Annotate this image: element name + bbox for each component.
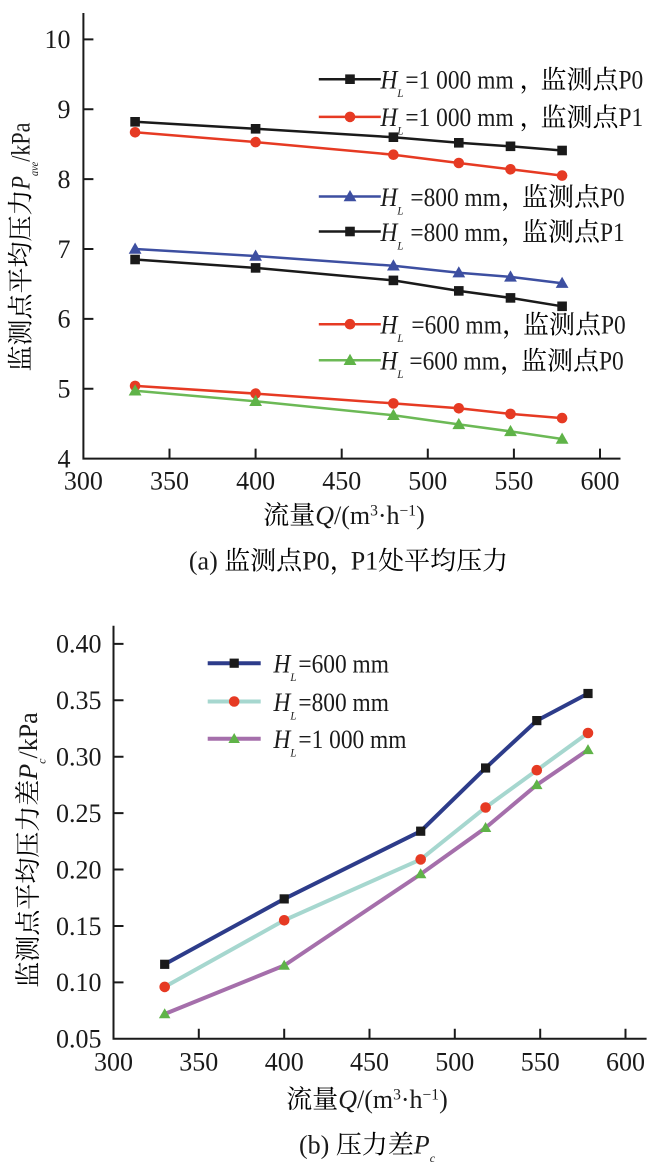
svg-text:P: P <box>8 176 36 191</box>
svg-text:450: 450 <box>350 1048 389 1077</box>
svg-text:H: H <box>273 726 292 754</box>
svg-text:8: 8 <box>58 165 71 194</box>
svg-text:H: H <box>380 219 399 247</box>
svg-text:10: 10 <box>45 25 71 54</box>
svg-text:350: 350 <box>150 467 189 496</box>
svg-text:H: H <box>380 104 399 132</box>
svg-text:L: L <box>289 747 296 760</box>
svg-text:L: L <box>289 672 296 685</box>
svg-text:H: H <box>273 650 292 678</box>
svg-text:500: 500 <box>408 467 447 496</box>
svg-text:600: 600 <box>606 1048 645 1077</box>
svg-text:·h: ·h <box>378 501 400 530</box>
svg-text:0.15: 0.15 <box>56 912 102 941</box>
svg-text:/(m: /(m <box>357 1085 393 1114</box>
svg-text:=800 mm: =800 mm <box>298 689 388 717</box>
svg-text:P0: P0 <box>302 547 329 576</box>
svg-text:450: 450 <box>322 467 361 496</box>
svg-text:550: 550 <box>494 467 533 496</box>
svg-text:3: 3 <box>393 1087 401 1104</box>
svg-text:0.05: 0.05 <box>56 1025 102 1054</box>
svg-text:0.10: 0.10 <box>56 968 102 997</box>
svg-text:350: 350 <box>179 1048 218 1077</box>
svg-text:ave: ave <box>28 162 41 176</box>
svg-text:500: 500 <box>435 1048 474 1077</box>
svg-text:L: L <box>396 205 403 218</box>
svg-text:L: L <box>396 369 403 382</box>
svg-text:L: L <box>289 710 296 723</box>
svg-text:0.25: 0.25 <box>56 799 102 828</box>
svg-text:mm: mm <box>477 104 513 132</box>
svg-text:=600 mm: =600 mm <box>411 311 501 339</box>
svg-text:/kPa: /kPa <box>14 712 43 759</box>
svg-text:550: 550 <box>521 1048 560 1077</box>
svg-text:P: P <box>14 764 43 781</box>
svg-text:=600 mm: =600 mm <box>409 348 499 376</box>
svg-text:H: H <box>380 348 399 376</box>
svg-text:c: c <box>35 758 49 764</box>
svg-text:400: 400 <box>236 467 275 496</box>
svg-text:6: 6 <box>58 305 71 334</box>
svg-text:5: 5 <box>58 375 71 404</box>
svg-text:H: H <box>380 311 399 339</box>
svg-text:=1 000: =1 000 <box>405 104 471 132</box>
svg-text:0.40: 0.40 <box>56 630 102 659</box>
svg-text:P0: P0 <box>599 348 624 376</box>
svg-text:H: H <box>380 184 399 212</box>
svg-text:Q: Q <box>315 501 334 530</box>
svg-text:0.20: 0.20 <box>56 855 102 884</box>
svg-text:c: c <box>430 1151 436 1165</box>
svg-text:L: L <box>396 88 403 101</box>
svg-text:P1: P1 <box>619 104 644 132</box>
svg-text:P0: P0 <box>601 311 626 339</box>
svg-text:H: H <box>380 66 399 94</box>
svg-text:=1 000: =1 000 <box>405 66 471 94</box>
svg-text:mm: mm <box>477 66 513 94</box>
svg-text:=1 000 mm: =1 000 mm <box>298 726 406 754</box>
svg-text:·h: ·h <box>401 1085 423 1114</box>
svg-text:Q: Q <box>338 1085 357 1114</box>
svg-text:4: 4 <box>58 444 71 473</box>
svg-text:P0: P0 <box>600 184 625 212</box>
svg-text:): ) <box>416 501 425 530</box>
svg-text:−1: −1 <box>400 503 417 520</box>
svg-text:400: 400 <box>265 1048 304 1077</box>
svg-text:0.30: 0.30 <box>56 743 102 772</box>
svg-text:L: L <box>396 125 403 138</box>
svg-text:−1: −1 <box>423 1087 440 1104</box>
svg-text:=800 mm: =800 mm <box>410 219 500 247</box>
svg-text:300: 300 <box>94 1048 133 1077</box>
svg-text:L: L <box>396 333 403 346</box>
svg-text:=800 mm: =800 mm <box>410 184 500 212</box>
svg-text:(a): (a) <box>189 547 218 576</box>
svg-text:300: 300 <box>64 467 103 496</box>
svg-text:3: 3 <box>370 503 378 520</box>
svg-text:(b): (b) <box>299 1131 329 1160</box>
svg-text:P1: P1 <box>351 547 378 576</box>
svg-text:P: P <box>413 1131 430 1160</box>
svg-text:H: H <box>273 689 292 717</box>
svg-text:600: 600 <box>581 467 620 496</box>
svg-text:0.35: 0.35 <box>56 686 102 715</box>
svg-text:=600 mm: =600 mm <box>298 650 388 678</box>
svg-text:L: L <box>396 240 403 253</box>
svg-text:): ) <box>439 1085 448 1114</box>
svg-text:7: 7 <box>58 235 71 264</box>
svg-text:9: 9 <box>58 95 71 124</box>
svg-text:P1: P1 <box>600 219 625 247</box>
svg-text:P0: P0 <box>619 66 644 94</box>
svg-text:/kPa: /kPa <box>8 122 36 162</box>
svg-text:/(m: /(m <box>334 501 370 530</box>
